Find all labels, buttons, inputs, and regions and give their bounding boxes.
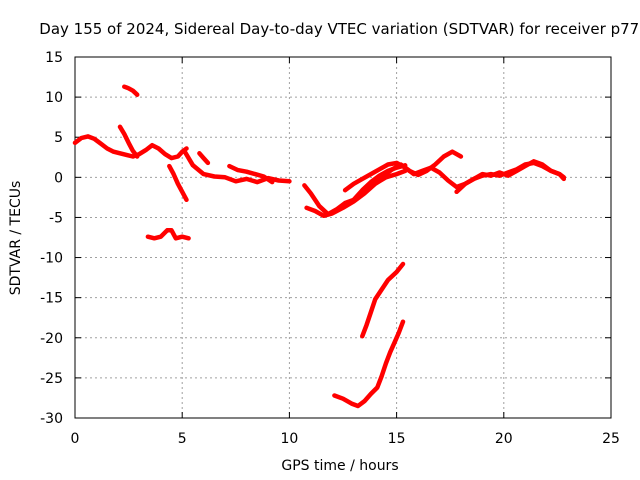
x-tick-label: 0 bbox=[71, 431, 80, 447]
x-tick-label: 5 bbox=[178, 431, 187, 447]
y-tick-label: 15 bbox=[45, 50, 63, 66]
axis-ticks: 0 5 10 15 20 25 15 10 5 0 -5 -10 -15 -20 -25 -30 bbox=[40, 50, 620, 447]
series-line-sat-l bbox=[372, 149, 464, 185]
y-tick-label: -10 bbox=[40, 251, 63, 267]
grid-lines bbox=[75, 57, 611, 418]
y-tick-label: -5 bbox=[49, 210, 63, 226]
series-line-sat-a bbox=[72, 134, 189, 161]
y-tick-label: -30 bbox=[40, 411, 63, 427]
x-tick-label: 10 bbox=[280, 431, 298, 447]
series-line-sat-j bbox=[304, 168, 408, 219]
chart-title: Day 155 of 2024, Sidereal Day-to-day VTE… bbox=[39, 20, 640, 38]
y-tick-label: -25 bbox=[40, 371, 63, 387]
y-axis-label: SDTVAR / TECUs bbox=[8, 181, 24, 296]
series-line-sat-b bbox=[117, 124, 140, 159]
series-line-sat-e bbox=[167, 163, 189, 203]
x-axis-label: GPS time / hours bbox=[281, 458, 398, 474]
series-line-sat-h bbox=[227, 163, 275, 185]
y-tick-label: 5 bbox=[54, 130, 63, 146]
y-tick-label: 10 bbox=[45, 90, 63, 106]
y-tick-label: 0 bbox=[54, 170, 63, 186]
x-tick-label: 15 bbox=[388, 431, 406, 447]
series-line-sat-d bbox=[145, 228, 191, 241]
x-tick-label: 25 bbox=[602, 431, 620, 447]
series-line-sat-m bbox=[454, 159, 567, 195]
series-line-sat-o bbox=[332, 319, 406, 409]
y-tick-label: -15 bbox=[40, 291, 63, 307]
series-line-sat-n bbox=[360, 261, 406, 339]
series-line-sat-f bbox=[182, 148, 292, 185]
series-line-sat-g bbox=[197, 151, 211, 166]
data-series bbox=[72, 84, 567, 409]
plot-frame bbox=[74, 56, 612, 419]
series-line-sat-c bbox=[122, 84, 140, 97]
y-tick-label: -20 bbox=[40, 331, 63, 347]
x-tick-label: 20 bbox=[495, 431, 513, 447]
